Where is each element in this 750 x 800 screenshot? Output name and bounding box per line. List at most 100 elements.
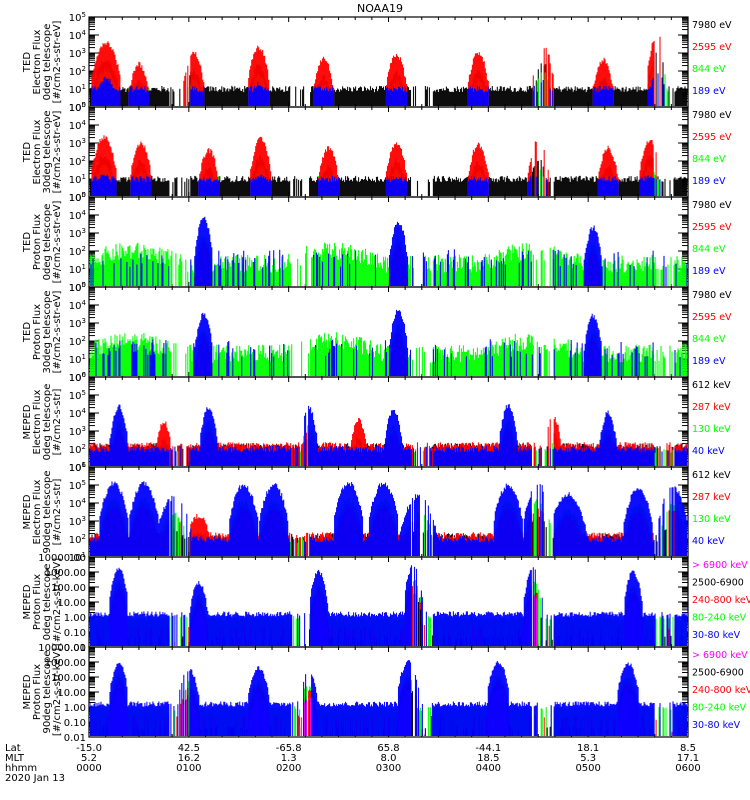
panel-ted-proton-0deg: 100 101 102 103 104 105 TED Proton Flux 0deg tel… — [22, 191, 732, 294]
y-axis-label-line: [#/cm2-s-str-keV] — [52, 648, 63, 736]
legend-entry: 189 eV — [692, 176, 726, 187]
y-tick-label: 103 — [69, 425, 86, 438]
y-tick-label: 102 — [69, 155, 86, 168]
legend-entry: 2595 eV — [692, 222, 732, 233]
y-axis-label-line: Electron Flux — [32, 29, 43, 94]
y-axis-label-line: [#/cm2-s-str-eV] — [52, 291, 63, 374]
y-tick-label: 100 — [69, 371, 86, 384]
y-axis-label-line: [#/cm2-s-str-eV] — [52, 21, 63, 104]
y-tick-label: 0.10 — [64, 628, 86, 639]
y-axis-label-line: MEPED — [22, 674, 33, 709]
y-axis-label-line: Proton Flux — [32, 214, 43, 270]
x-tick-lat: -44.1 — [475, 743, 501, 754]
legend-entry: 30-80 keV — [692, 720, 741, 731]
panel-meped-electron-0deg: 101 102 103 104 105 106 MEPED Electron Flux 0deg… — [22, 371, 731, 474]
legend-entry: 2500-6900 — [692, 668, 744, 679]
y-tick-label: 105 — [69, 101, 86, 114]
legend-entry: 189 eV — [692, 356, 726, 367]
x-tick-hhmm: 0400 — [476, 763, 501, 774]
x-tick-mlt: 18.5 — [477, 753, 499, 764]
y-tick-label: 100.00 — [51, 673, 86, 684]
y-tick-label: 0.01 — [64, 733, 86, 744]
y-tick-label: 102 — [69, 65, 86, 78]
y-tick-label: 105 — [69, 11, 86, 24]
x-tick-mlt: 5.2 — [81, 753, 97, 764]
y-tick-label: 105 — [69, 479, 86, 492]
x-tick-lat: -65.8 — [276, 743, 302, 754]
x-tick-mlt: 8.0 — [381, 753, 397, 764]
legend-entry: 844 eV — [692, 154, 726, 165]
y-tick-label: 101 — [69, 461, 86, 474]
x-tick-lat: 42.5 — [178, 743, 200, 754]
y-tick-label: 1000.00 — [45, 568, 86, 579]
legend-entry: 7980 eV — [692, 110, 732, 121]
trace-blue — [90, 660, 687, 736]
y-tick-label: 10.00 — [57, 688, 86, 699]
y-tick-label: 101 — [69, 173, 86, 186]
legend-entry: 2595 eV — [692, 312, 732, 323]
legend-entry: 287 keV — [692, 492, 731, 503]
legend-entry: 2595 eV — [692, 132, 732, 143]
y-tick-label: 104 — [69, 29, 87, 42]
data-traces — [90, 36, 687, 106]
data-traces — [90, 660, 687, 736]
y-axis-label-line: MEPED — [22, 584, 33, 619]
y-tick-label: 103 — [69, 317, 86, 330]
legend-entry: 2500-6900 — [692, 578, 744, 589]
y-axis-label-line: TED — [22, 52, 33, 73]
y-tick-label: 0.01 — [64, 643, 86, 654]
y-axis-label-line: [#/cm2-s-str-eV] — [52, 111, 63, 194]
y-tick-label: 106 — [69, 461, 87, 474]
panel-ted-electron-0deg: 100 101 102 103 104 105 TED Electron Flux 0deg t… — [22, 11, 732, 114]
y-tick-label: 104 — [69, 119, 87, 132]
y-tick-label: 103 — [69, 137, 86, 150]
panel-ted-proton-30deg: 100 101 102 103 104 105 TED Proton Flux 30deg te… — [22, 281, 732, 384]
y-axis-label-line: [#/cm2-s-str-keV] — [52, 558, 63, 646]
legend-entry: 2595 eV — [692, 42, 732, 53]
y-tick-label: 10000.00 — [38, 553, 86, 564]
y-tick-label: 104 — [69, 299, 87, 312]
y-tick-label: 1.00 — [64, 703, 86, 714]
x-tick-mlt: 16.2 — [178, 753, 200, 764]
x-row-label: hhmm — [5, 763, 37, 774]
y-tick-label: 101 — [69, 263, 86, 276]
data-traces — [90, 135, 687, 196]
y-tick-label: 101 — [69, 353, 86, 366]
y-tick-label: 103 — [69, 227, 86, 240]
legend-entry: 844 eV — [692, 64, 726, 75]
trace-blue — [90, 216, 687, 286]
figure-title: NOAA19 — [357, 2, 403, 15]
x-tick-lat: 18.1 — [577, 743, 599, 754]
trace-blue — [91, 174, 661, 196]
legend-entry: 240-800 keV — [692, 595, 750, 606]
y-tick-label: 0.10 — [64, 718, 86, 729]
legend-entry: 130 keV — [692, 514, 731, 525]
y-axis-label-line: 90deg telescope — [42, 650, 53, 733]
data-traces — [90, 309, 687, 376]
y-tick-label: 1000.00 — [45, 658, 86, 669]
y-axis-label-line: MEPED — [22, 494, 33, 529]
legend-entry: 80-240 keV — [692, 703, 747, 714]
data-traces — [90, 565, 687, 646]
y-tick-label: 101 — [69, 83, 86, 96]
legend-entry: 844 eV — [692, 244, 726, 255]
legend-entry: 844 eV — [692, 334, 726, 345]
y-tick-label: 102 — [69, 443, 86, 456]
y-tick-label: 102 — [69, 335, 86, 348]
y-axis-label-line: TED — [22, 232, 33, 253]
y-tick-label: 102 — [69, 245, 86, 258]
y-axis-label-line: 30deg telescope — [42, 290, 53, 373]
legend-entry: 612 keV — [692, 470, 731, 481]
x-tick-hhmm: 0500 — [575, 763, 600, 774]
x-tick-lat: 65.8 — [377, 743, 399, 754]
y-tick-label: 100 — [69, 101, 86, 114]
y-axis-label-line: 0deg telescope — [42, 384, 53, 461]
data-traces — [90, 404, 687, 466]
y-tick-label: 104 — [69, 497, 87, 510]
y-axis-label-line: 0deg telescope — [42, 24, 53, 101]
y-axis-label-line: [#/cm2-s-str-eV] — [52, 201, 63, 284]
date-label: 2020 Jan 13 — [5, 773, 65, 784]
